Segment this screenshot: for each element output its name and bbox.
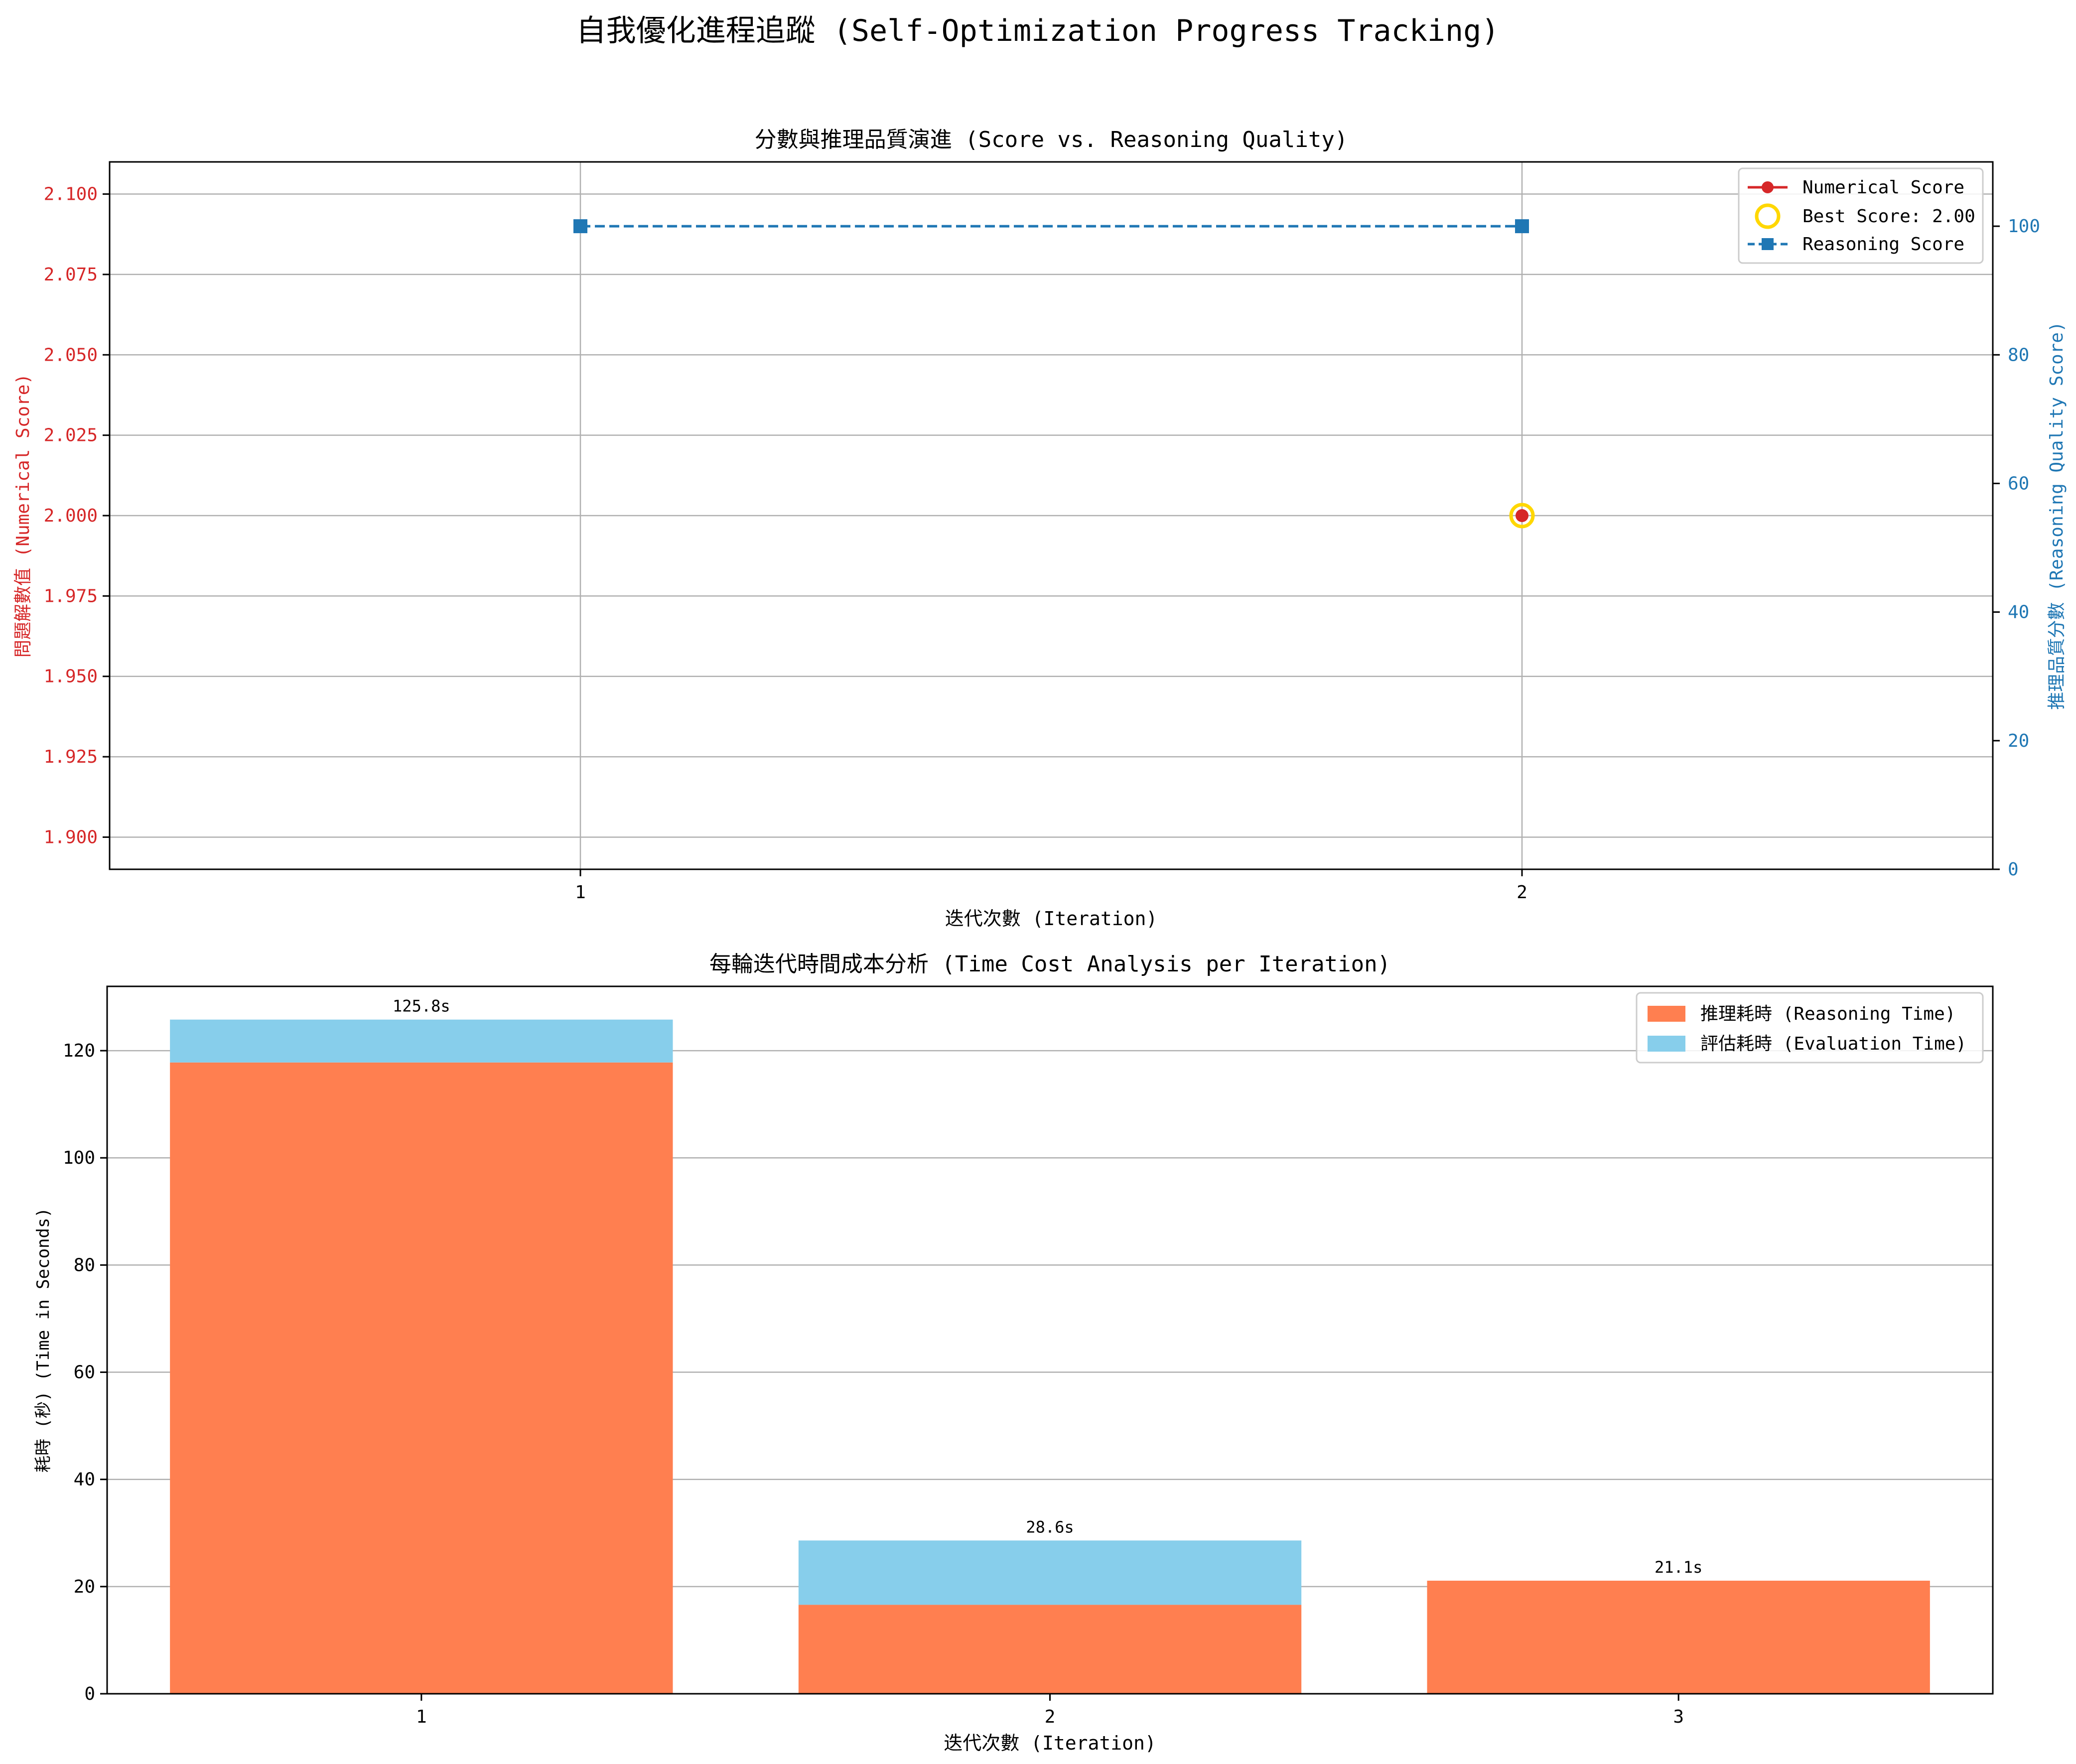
score-chart: 1 2 1.900 1.925 1.950 1.975 2.000 2.025 2.050 2.0… <box>13 127 2067 930</box>
time-cost-chart-y-axis-label: 耗時 (秒) (Time in Seconds) <box>33 1208 53 1473</box>
score-chart-right-tick-label: 80 <box>2008 345 2029 365</box>
score-chart-right-tick-label: 60 <box>2008 473 2029 494</box>
score-chart-left-tick-label: 2.025 <box>44 425 98 446</box>
time-cost-chart-y-tick-label: 0 <box>84 1684 95 1704</box>
time-cost-chart-y-tick-label: 20 <box>74 1577 95 1597</box>
time-cost-chart-x-tick-label: 2 <box>1045 1707 1056 1727</box>
time-cost-chart-bars: 125.8s 28.6s 21.1s <box>170 997 1930 1694</box>
legend-reasoning-time-swatch <box>1648 1006 1685 1022</box>
time-cost-chart-legend-box <box>1636 992 1984 1064</box>
score-chart-left-tick-label: 2.000 <box>44 506 98 526</box>
reasoning-score-point <box>1515 219 1529 234</box>
score-chart-x-tick-label: 1 <box>575 882 586 903</box>
total-time-label: 125.8s <box>393 997 450 1016</box>
legend-reasoning-score-marker <box>1762 238 1774 250</box>
score-chart-right-tick-label: 40 <box>2008 602 2029 623</box>
time-cost-chart: 125.8s 28.6s 21.1s 0 20 40 60 80 100 120 1 2 3 每輪迭代… <box>33 951 1994 1754</box>
legend-best-score-label: Best Score: 2.00 <box>1802 206 1975 227</box>
score-chart-x-axis-label: 迭代次數 (Iteration) <box>945 908 1158 930</box>
score-chart-right-tick-label: 100 <box>2008 216 2040 237</box>
score-chart-left-axis-label: 問題解數值 (Numerical Score) <box>13 374 33 658</box>
score-chart-right-tick-label: 0 <box>2008 859 2019 880</box>
reasoning-time-bar <box>1427 1581 1930 1694</box>
score-chart-title: 分數與推理品質演進 (Score vs. Reasoning Quality) <box>755 127 1348 152</box>
legend-reasoning-time-label: 推理耗時 (Reasoning Time) <box>1700 1004 1955 1024</box>
score-chart-left-tick-label: 1.925 <box>44 747 98 767</box>
legend-numerical-score-label: Numerical Score <box>1802 177 1964 198</box>
evaluation-time-bar <box>798 1540 1302 1605</box>
score-chart-grid <box>110 162 1993 869</box>
numerical-score-point <box>1516 509 1528 522</box>
figure-suptitle: 自我優化進程追蹤 (Self-Optimization Progress Tra… <box>576 13 1500 48</box>
time-cost-chart-ticks: 0 20 40 60 80 100 120 1 2 3 <box>63 1041 1684 1727</box>
best-score-marker <box>1509 503 1535 529</box>
time-cost-chart-y-tick-label: 120 <box>63 1041 95 1061</box>
score-chart-left-tick-label: 2.050 <box>44 345 98 365</box>
score-chart-legend-box <box>1738 167 1984 264</box>
total-time-label: 28.6s <box>1026 1517 1074 1536</box>
score-chart-left-tick-label: 2.100 <box>44 184 98 205</box>
legend-evaluation-time-swatch <box>1648 1036 1685 1052</box>
time-cost-chart-x-tick-label: 1 <box>416 1707 427 1727</box>
legend-reasoning-score-label: Reasoning Score <box>1802 234 1964 255</box>
score-chart-left-tick-label: 1.950 <box>44 667 98 687</box>
reasoning-score-point <box>573 219 587 234</box>
evaluation-time-bar <box>170 1019 673 1063</box>
legend-best-score-marker <box>1755 203 1781 229</box>
reasoning-time-bar <box>170 1062 673 1694</box>
time-cost-chart-legend: 推理耗時 (Reasoning Time) 評估耗時 (Evaluation Ti… <box>1636 992 1984 1064</box>
score-chart-legend: Numerical Score Best Score: 2.00 Reasoning… <box>1738 167 1984 264</box>
score-chart-left-tick-label: 1.900 <box>44 827 98 847</box>
time-cost-chart-x-tick-label: 3 <box>1673 1707 1684 1727</box>
score-chart-x-tick-label: 2 <box>1517 882 1527 903</box>
score-chart-right-tick-label: 20 <box>2008 731 2029 751</box>
score-chart-left-tick-label: 1.975 <box>44 586 98 606</box>
score-chart-left-tick-label: 2.075 <box>44 265 98 285</box>
time-cost-chart-y-tick-label: 100 <box>63 1148 95 1168</box>
time-cost-chart-y-tick-label: 40 <box>74 1470 95 1490</box>
score-chart-right-axis-label: 推理品質分數 (Reasoning Quality Score) <box>2047 321 2067 710</box>
reasoning-time-bar <box>798 1605 1302 1694</box>
time-cost-chart-title: 每輪迭代時間成本分析 (Time Cost Analysis per Itera… <box>709 951 1390 977</box>
time-cost-chart-y-tick-label: 80 <box>74 1255 95 1275</box>
score-chart-series <box>573 219 1535 529</box>
legend-numerical-score-marker <box>1762 181 1774 193</box>
score-chart-ticks: 1 2 1.900 1.925 1.950 1.975 2.000 2.025 2.050 2.0… <box>44 184 2040 903</box>
total-time-label: 21.1s <box>1655 1558 1702 1577</box>
legend-evaluation-time-label: 評估耗時 (Evaluation Time) <box>1700 1034 1966 1054</box>
time-cost-chart-x-axis-label: 迭代次數 (Iteration) <box>944 1732 1156 1754</box>
time-cost-chart-y-tick-label: 60 <box>74 1362 95 1383</box>
